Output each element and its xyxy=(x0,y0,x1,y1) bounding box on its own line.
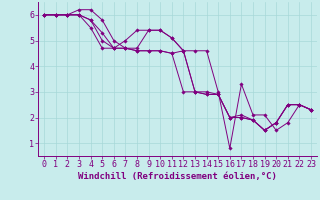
X-axis label: Windchill (Refroidissement éolien,°C): Windchill (Refroidissement éolien,°C) xyxy=(78,172,277,181)
